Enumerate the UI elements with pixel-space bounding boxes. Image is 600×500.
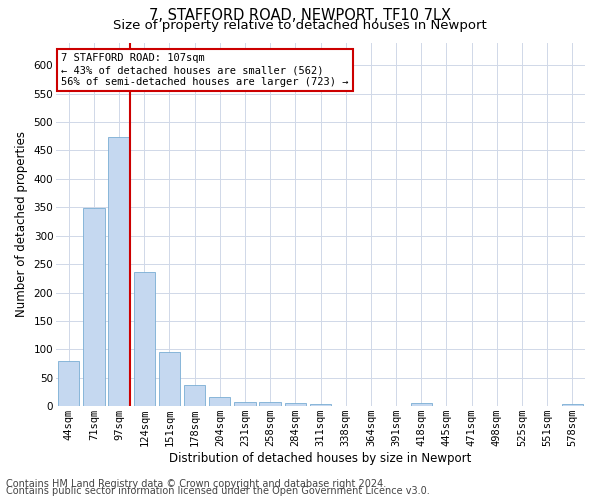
Bar: [410, 404, 432, 406]
Bar: [83, 208, 104, 406]
Text: 7, STAFFORD ROAD, NEWPORT, TF10 7LX: 7, STAFFORD ROAD, NEWPORT, TF10 7LX: [149, 8, 451, 22]
Bar: [134, 272, 155, 406]
Text: 7 STAFFORD ROAD: 107sqm
← 43% of detached houses are smaller (562)
56% of semi-d: 7 STAFFORD ROAD: 107sqm ← 43% of detache…: [61, 54, 349, 86]
Bar: [310, 404, 331, 406]
Text: Contains public sector information licensed under the Open Government Licence v3: Contains public sector information licen…: [6, 486, 430, 496]
Bar: [184, 385, 205, 406]
Bar: [109, 138, 130, 406]
Bar: [284, 404, 306, 406]
Text: Contains HM Land Registry data © Crown copyright and database right 2024.: Contains HM Land Registry data © Crown c…: [6, 479, 386, 489]
Bar: [562, 404, 583, 406]
X-axis label: Distribution of detached houses by size in Newport: Distribution of detached houses by size …: [169, 452, 472, 465]
Bar: [259, 402, 281, 406]
Bar: [159, 352, 180, 406]
Y-axis label: Number of detached properties: Number of detached properties: [15, 132, 28, 318]
Bar: [58, 360, 79, 406]
Bar: [209, 397, 230, 406]
Bar: [234, 402, 256, 406]
Text: Size of property relative to detached houses in Newport: Size of property relative to detached ho…: [113, 19, 487, 32]
